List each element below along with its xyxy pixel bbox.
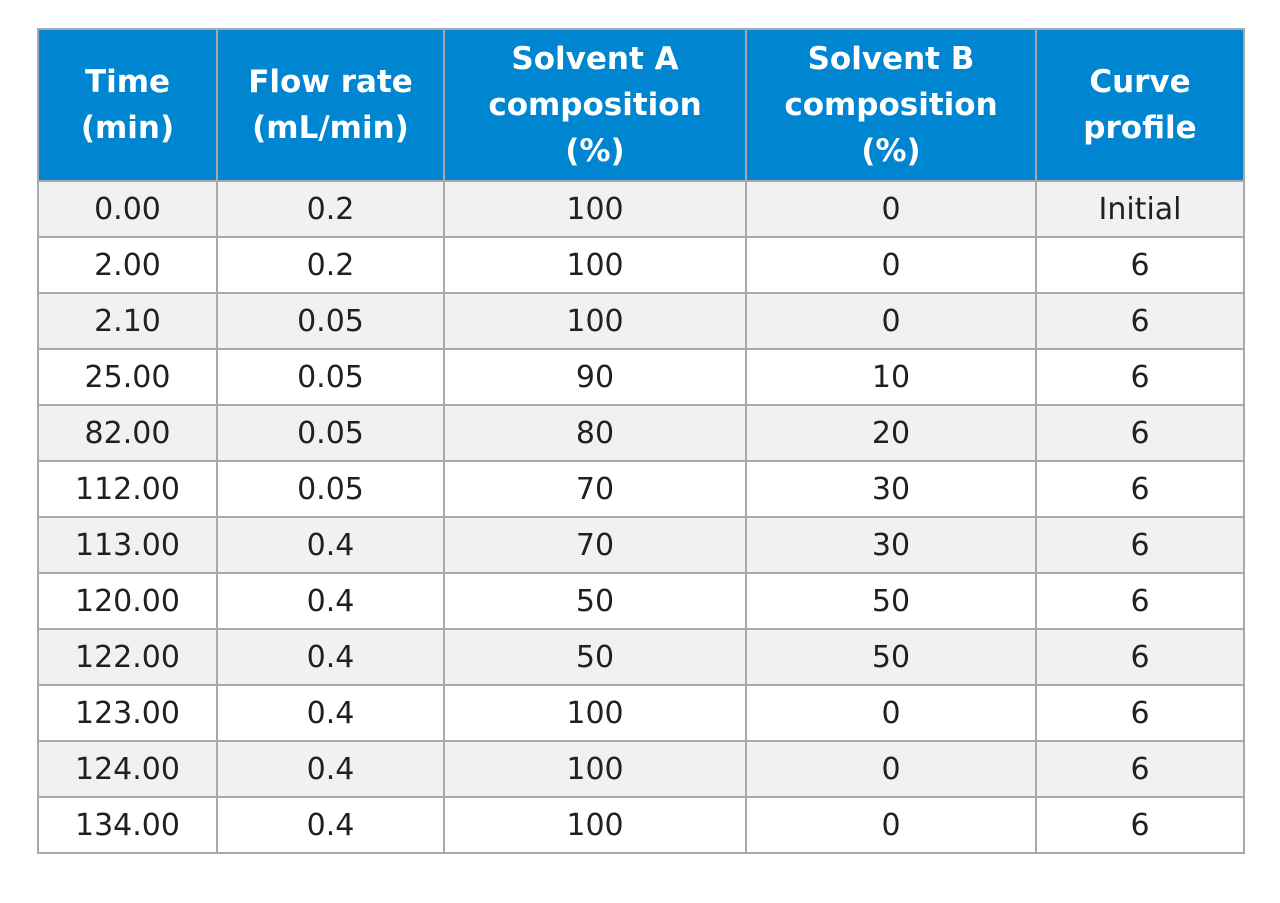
cell-solvent-b: 50 bbox=[745, 628, 1037, 686]
cell-time: 123.00 bbox=[37, 684, 218, 742]
table-row: 123.00 0.4 100 0 6 bbox=[37, 684, 1245, 742]
cell-time: 25.00 bbox=[37, 348, 218, 406]
cell-time: 2.00 bbox=[37, 236, 218, 294]
cell-solvent-a: 70 bbox=[443, 516, 747, 574]
cell-solvent-a: 80 bbox=[443, 404, 747, 462]
cell-solvent-b: 50 bbox=[745, 572, 1037, 630]
cell-solvent-a: 100 bbox=[443, 180, 747, 238]
cell-solvent-b: 30 bbox=[745, 460, 1037, 518]
cell-solvent-a: 100 bbox=[443, 796, 747, 854]
cell-solvent-a: 100 bbox=[443, 684, 747, 742]
cell-time: 120.00 bbox=[37, 572, 218, 630]
table-row: 82.00 0.05 80 20 6 bbox=[37, 404, 1245, 462]
cell-flow-rate: 0.4 bbox=[216, 740, 445, 798]
header-solvent-a: Solvent A composition (%) bbox=[443, 28, 747, 182]
table-row: 112.00 0.05 70 30 6 bbox=[37, 460, 1245, 518]
table-row: 120.00 0.4 50 50 6 bbox=[37, 572, 1245, 630]
header-line: Solvent A bbox=[511, 41, 679, 77]
table-body: 0.00 0.2 100 0 Initial 2.00 0.2 100 0 6 … bbox=[37, 180, 1245, 854]
cell-solvent-a: 100 bbox=[443, 236, 747, 294]
cell-flow-rate: 0.05 bbox=[216, 292, 445, 350]
table-row: 113.00 0.4 70 30 6 bbox=[37, 516, 1245, 574]
cell-time: 2.10 bbox=[37, 292, 218, 350]
header-line: Time bbox=[84, 64, 171, 100]
cell-curve-profile: 6 bbox=[1035, 796, 1245, 854]
header-line: Solvent B bbox=[807, 41, 975, 77]
cell-flow-rate: 0.4 bbox=[216, 628, 445, 686]
cell-curve-profile: 6 bbox=[1035, 740, 1245, 798]
cell-curve-profile: 6 bbox=[1035, 236, 1245, 294]
header-line: Flow rate bbox=[248, 64, 413, 100]
table-row: 134.00 0.4 100 0 6 bbox=[37, 796, 1245, 854]
cell-time: 134.00 bbox=[37, 796, 218, 854]
cell-curve-profile: 6 bbox=[1035, 684, 1245, 742]
cell-solvent-a: 50 bbox=[443, 628, 747, 686]
table-row: 124.00 0.4 100 0 6 bbox=[37, 740, 1245, 798]
header-line: (%) bbox=[565, 133, 625, 169]
cell-curve-profile: 6 bbox=[1035, 516, 1245, 574]
cell-solvent-a: 70 bbox=[443, 460, 747, 518]
cell-solvent-b: 10 bbox=[745, 348, 1037, 406]
gradient-table: Time (min) Flow rate (mL/min) Solvent A … bbox=[37, 28, 1245, 854]
cell-solvent-b: 0 bbox=[745, 796, 1037, 854]
header-line: profile bbox=[1083, 110, 1197, 146]
cell-flow-rate: 0.2 bbox=[216, 180, 445, 238]
header-curve-profile: Curve profile bbox=[1035, 28, 1245, 182]
header-line: Curve bbox=[1089, 64, 1191, 100]
cell-flow-rate: 0.05 bbox=[216, 460, 445, 518]
cell-time: 112.00 bbox=[37, 460, 218, 518]
table-row: 0.00 0.2 100 0 Initial bbox=[37, 180, 1245, 238]
cell-solvent-a: 100 bbox=[443, 292, 747, 350]
header-line: (min) bbox=[80, 110, 175, 146]
header-line: composition bbox=[784, 87, 998, 123]
cell-curve-profile: 6 bbox=[1035, 404, 1245, 462]
cell-solvent-b: 20 bbox=[745, 404, 1037, 462]
header-time: Time (min) bbox=[37, 28, 218, 182]
cell-curve-profile: 6 bbox=[1035, 628, 1245, 686]
table-row: 25.00 0.05 90 10 6 bbox=[37, 348, 1245, 406]
cell-curve-profile: Initial bbox=[1035, 180, 1245, 238]
cell-solvent-b: 0 bbox=[745, 180, 1037, 238]
cell-flow-rate: 0.4 bbox=[216, 796, 445, 854]
cell-curve-profile: 6 bbox=[1035, 460, 1245, 518]
table-row: 122.00 0.4 50 50 6 bbox=[37, 628, 1245, 686]
table-row: 2.10 0.05 100 0 6 bbox=[37, 292, 1245, 350]
cell-solvent-b: 30 bbox=[745, 516, 1037, 574]
cell-curve-profile: 6 bbox=[1035, 572, 1245, 630]
header-solvent-b: Solvent B composition (%) bbox=[745, 28, 1037, 182]
header-line: composition bbox=[488, 87, 702, 123]
cell-time: 113.00 bbox=[37, 516, 218, 574]
cell-time: 0.00 bbox=[37, 180, 218, 238]
cell-solvent-b: 0 bbox=[745, 684, 1037, 742]
cell-flow-rate: 0.05 bbox=[216, 404, 445, 462]
cell-solvent-b: 0 bbox=[745, 740, 1037, 798]
cell-solvent-a: 100 bbox=[443, 740, 747, 798]
cell-curve-profile: 6 bbox=[1035, 292, 1245, 350]
header-row: Time (min) Flow rate (mL/min) Solvent A … bbox=[37, 28, 1245, 182]
cell-curve-profile: 6 bbox=[1035, 348, 1245, 406]
cell-flow-rate: 0.4 bbox=[216, 684, 445, 742]
header-line: (%) bbox=[861, 133, 921, 169]
cell-solvent-a: 90 bbox=[443, 348, 747, 406]
cell-time: 122.00 bbox=[37, 628, 218, 686]
cell-flow-rate: 0.05 bbox=[216, 348, 445, 406]
cell-time: 82.00 bbox=[37, 404, 218, 462]
header-line: (mL/min) bbox=[252, 110, 409, 146]
header-flow-rate: Flow rate (mL/min) bbox=[216, 28, 445, 182]
cell-flow-rate: 0.4 bbox=[216, 572, 445, 630]
table-row: 2.00 0.2 100 0 6 bbox=[37, 236, 1245, 294]
cell-flow-rate: 0.4 bbox=[216, 516, 445, 574]
cell-solvent-b: 0 bbox=[745, 236, 1037, 294]
cell-solvent-b: 0 bbox=[745, 292, 1037, 350]
cell-time: 124.00 bbox=[37, 740, 218, 798]
cell-flow-rate: 0.2 bbox=[216, 236, 445, 294]
cell-solvent-a: 50 bbox=[443, 572, 747, 630]
table-header: Time (min) Flow rate (mL/min) Solvent A … bbox=[37, 28, 1245, 182]
